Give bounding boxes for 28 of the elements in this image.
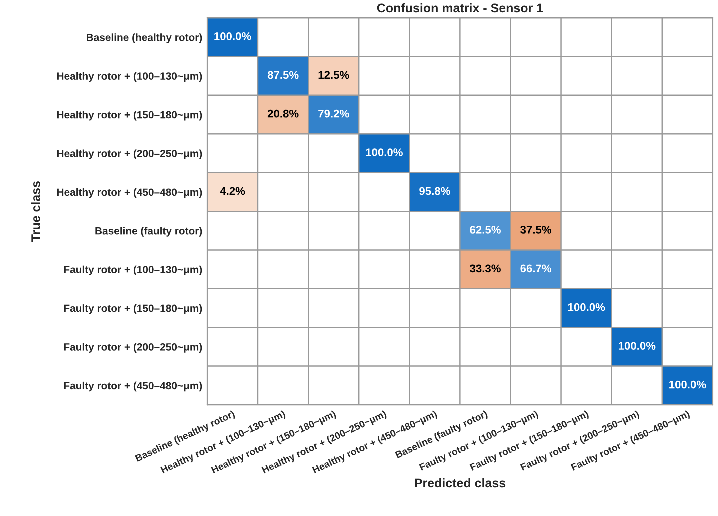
y-tick-label: Healthy rotor + (200–250~μm) — [57, 150, 202, 160]
data-label: 62.5% — [470, 226, 501, 234]
data-label: 20.8% — [268, 110, 299, 118]
data-label: 79.2% — [318, 110, 350, 118]
data-label: 100.0% — [214, 32, 252, 40]
data-label: 100.0% — [670, 380, 706, 389]
data-label: 100.0% — [568, 303, 606, 312]
y-tick-label: Healthy rotor + (100–130~μm) — [57, 72, 202, 82]
data-label: 12.5% — [318, 71, 350, 80]
y-tick-label: Baseline (healthy rotor) — [87, 34, 202, 44]
x-axis-title: Predicted class — [415, 478, 506, 488]
y-tick-label: Baseline (faulty rotor) — [96, 227, 202, 237]
data-label: 100.0% — [366, 148, 403, 156]
chart-title: Confusion matrix - Sensor 1 — [377, 3, 544, 13]
y-tick-label: Faulty rotor + (200–250~μm) — [64, 343, 202, 353]
data-label: 37.5% — [520, 226, 552, 234]
data-label: 87.5% — [268, 71, 299, 80]
data-label: 4.2% — [220, 187, 246, 196]
data-label: 66.7% — [520, 264, 552, 273]
y-tick-label: Faulty rotor + (150–180~μm) — [64, 304, 202, 314]
y-tick-label: Faulty rotor + (450–480~μm) — [64, 382, 202, 392]
y-axis-title: True class — [31, 181, 40, 242]
data-label: 100.0% — [619, 342, 656, 350]
y-tick-label: Faulty rotor + (100–130~μm) — [64, 266, 202, 276]
data-label: 33.3% — [470, 264, 501, 273]
y-tick-label: Healthy rotor + (150–180~μm) — [57, 111, 202, 121]
data-label: 95.8% — [420, 187, 450, 196]
y-tick-label: Healthy rotor + (450–480~μm) — [57, 188, 202, 198]
